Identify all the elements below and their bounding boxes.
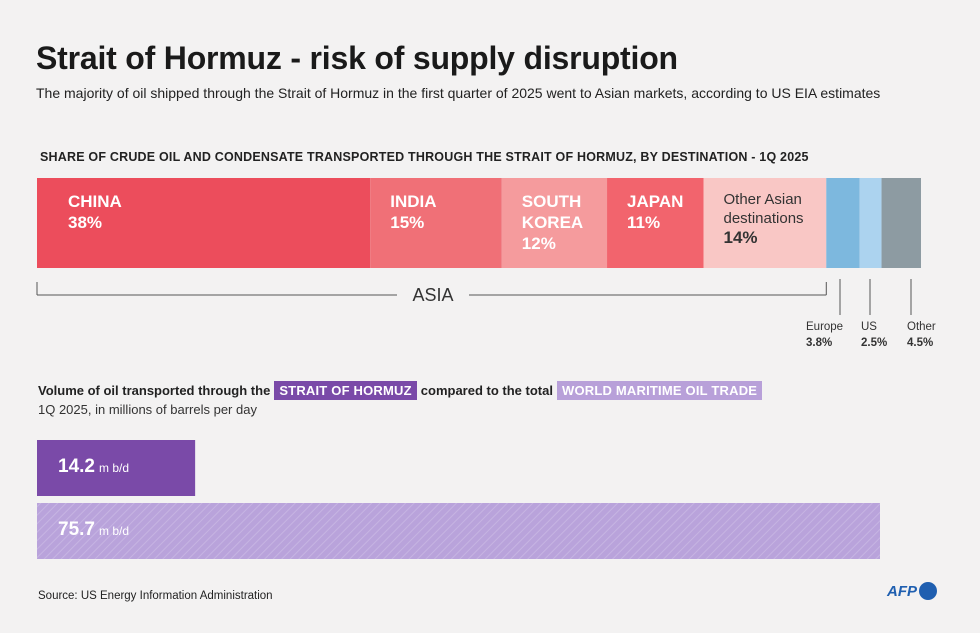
- afp-logo: AFP: [887, 582, 937, 600]
- segment-label-china: CHINA 38%: [68, 191, 122, 233]
- volume-value: 75.7: [58, 519, 95, 540]
- segment-value-other-asian-destinations: 14%: [723, 228, 758, 247]
- volume-value: 14.2: [58, 456, 95, 477]
- afp-logo-text: AFP: [887, 582, 917, 600]
- segment-value-other: 4.5%: [907, 337, 934, 349]
- volume-chart-heading: Volume of oil transported through the ST…: [38, 381, 763, 400]
- segment-europe: [826, 178, 860, 268]
- segment-label-japan: JAPAN 11%: [627, 191, 683, 233]
- volume-heading-prefix: Volume of oil transported through the: [38, 383, 271, 398]
- hormuz-tag: STRAIT OF HORMUZ: [274, 381, 417, 400]
- share-chart-title: SHARE OF CRUDE OIL AND CONDENSATE TRANSP…: [40, 150, 809, 164]
- segment-label-other: Other 4.5%: [907, 319, 936, 351]
- volume-chart-subtitle: 1Q 2025, in millions of barrels per day: [38, 402, 257, 417]
- volume-heading-middle: compared to the total: [420, 383, 553, 398]
- segment-other-asian-destinations: [703, 178, 827, 268]
- volume-bar-label-strait-of-hormuz: 14.2 m b/d: [58, 456, 129, 478]
- segment-label-other-asian-destinations: Other Asian destinations 14%: [724, 190, 804, 247]
- chart-subtitle: The majority of oil shipped through the …: [36, 85, 881, 101]
- asia-group-label: ASIA: [397, 285, 469, 306]
- volume-bar-strait-of-hormuz: [37, 440, 196, 496]
- segment-label-europe: Europe 3.8%: [806, 319, 843, 351]
- volume-unit: m b/d: [98, 461, 129, 475]
- world-trade-tag: WORLD MARITIME OIL TRADE: [556, 381, 763, 400]
- segment-japan: [607, 178, 704, 268]
- segment-value-china: 38%: [68, 213, 103, 232]
- afp-logo-dot: [919, 582, 937, 600]
- segment-name-japan: JAPAN: [627, 192, 684, 211]
- segment-name-china: CHINA: [68, 192, 122, 211]
- volume-bar-label-world-maritime-oil-trade: 75.7 m b/d: [58, 519, 129, 541]
- segment-south-korea: [501, 178, 608, 268]
- segment-label-us: US 2.5%: [861, 319, 887, 351]
- chart-title: Strait of Hormuz - risk of supply disrup…: [36, 40, 678, 76]
- segment-value-india: 15%: [390, 213, 425, 232]
- volume-bar-world-maritime-oil-trade: [37, 503, 880, 559]
- segment-value-us: 2.5%: [861, 337, 888, 349]
- segment-label-india: INDIA 15%: [390, 191, 436, 233]
- segment-name-other-asian-destinations: Other Asian destinations: [723, 191, 804, 227]
- segment-other: [881, 178, 921, 268]
- segment-china: [37, 178, 371, 268]
- volume-unit: m b/d: [98, 524, 129, 538]
- segment-label-south-korea: SOUTH KOREA 12%: [522, 191, 583, 254]
- segment-india: [370, 178, 502, 268]
- segment-name-us: US: [861, 321, 877, 333]
- segment-us: [859, 178, 882, 268]
- segment-value-japan: 11%: [627, 213, 661, 232]
- segment-name-other: Other: [907, 321, 936, 333]
- segment-value-europe: 3.8%: [806, 337, 833, 349]
- segment-name-europe: Europe: [806, 321, 844, 333]
- source-note: Source: US Energy Information Administra…: [38, 590, 273, 602]
- segment-value-south-korea: 12%: [521, 234, 556, 253]
- segment-name-india: INDIA: [390, 192, 437, 211]
- segment-name-south-korea: SOUTH KOREA: [521, 192, 584, 232]
